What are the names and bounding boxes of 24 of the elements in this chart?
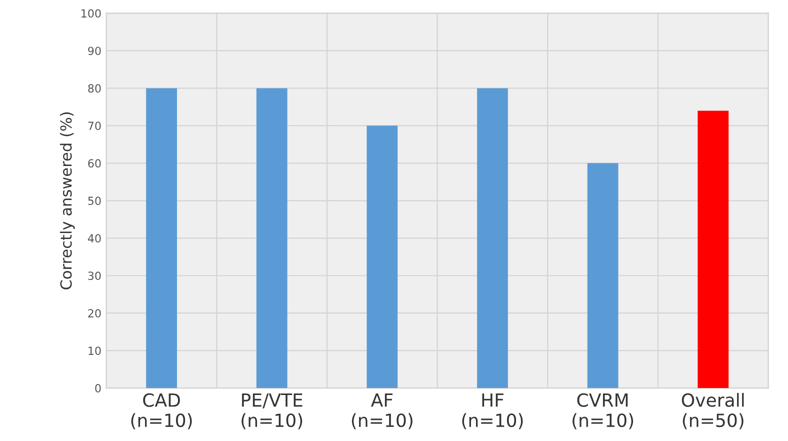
y-tick-label: 70 [88, 122, 101, 130]
x-tick-label: PE/VTE (n=10) [242, 393, 302, 430]
x-tick-label: CVRM (n=10) [572, 393, 634, 430]
bar [477, 88, 508, 388]
y-tick-label: 100 [82, 9, 101, 18]
y-tick-label: 60 [88, 159, 101, 168]
y-axis-title: Correctly answered (%) [60, 112, 75, 290]
y-tick-label: 90 [88, 46, 101, 56]
bar [146, 88, 177, 388]
y-tick-label: 10 [88, 346, 101, 355]
bar [698, 110, 729, 388]
x-tick-label: CAD (n=10) [131, 393, 192, 430]
bar [256, 88, 288, 388]
x-tick-label: AF (n=10) [352, 393, 412, 430]
x-tick-label: HF (n=10) [462, 393, 523, 430]
y-tick-label: 40 [88, 234, 101, 243]
y-tick-label: 0 [95, 384, 101, 392]
x-tick-label: Overall (n=50) [682, 392, 744, 430]
y-tick-label: 20 [88, 309, 101, 318]
y-tick-label: 50 [88, 196, 101, 206]
y-tick-label: 30 [88, 272, 101, 280]
bar [366, 126, 398, 388]
bar [587, 163, 618, 388]
y-tick-label: 80 [88, 84, 101, 93]
